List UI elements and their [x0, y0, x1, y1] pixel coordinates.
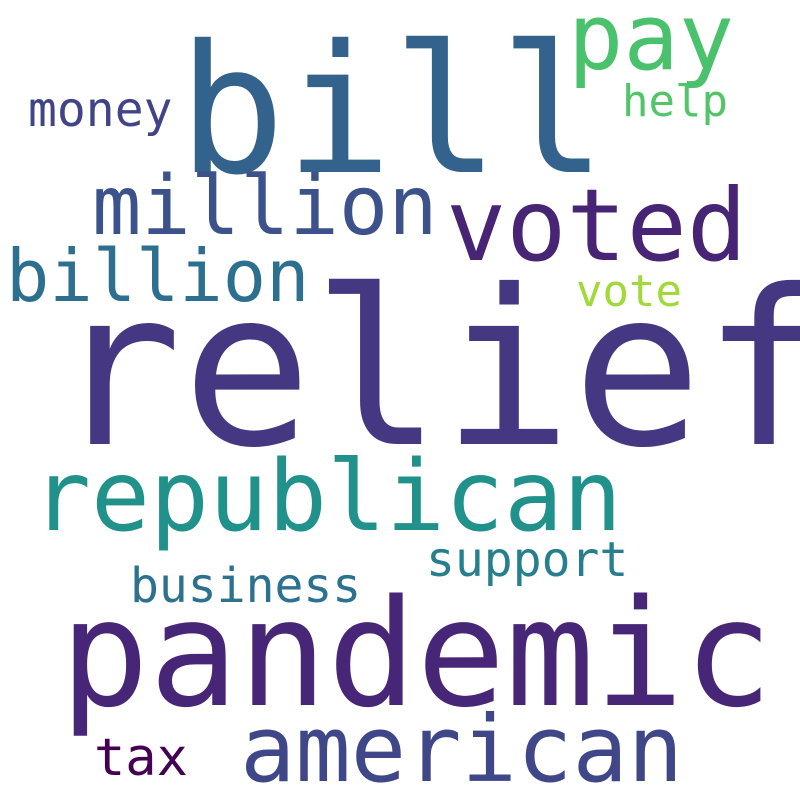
word-money: money — [28, 82, 173, 138]
word-american: american — [240, 696, 684, 800]
word-bill: bill — [178, 7, 607, 214]
word-support: support — [426, 532, 629, 588]
word-republican: republican — [32, 440, 623, 554]
word-relief: relief — [52, 244, 800, 495]
word-voted: voted — [446, 167, 748, 284]
word-pandemic: pandemic — [60, 568, 773, 740]
word-business: business — [130, 558, 362, 614]
word-million: million — [92, 159, 438, 254]
word-pay: pay — [568, 0, 735, 91]
word-vote: vote — [576, 266, 682, 317]
word-help: help — [622, 76, 728, 127]
word-tax: tax — [94, 728, 188, 788]
word-billion: billion — [6, 234, 310, 318]
